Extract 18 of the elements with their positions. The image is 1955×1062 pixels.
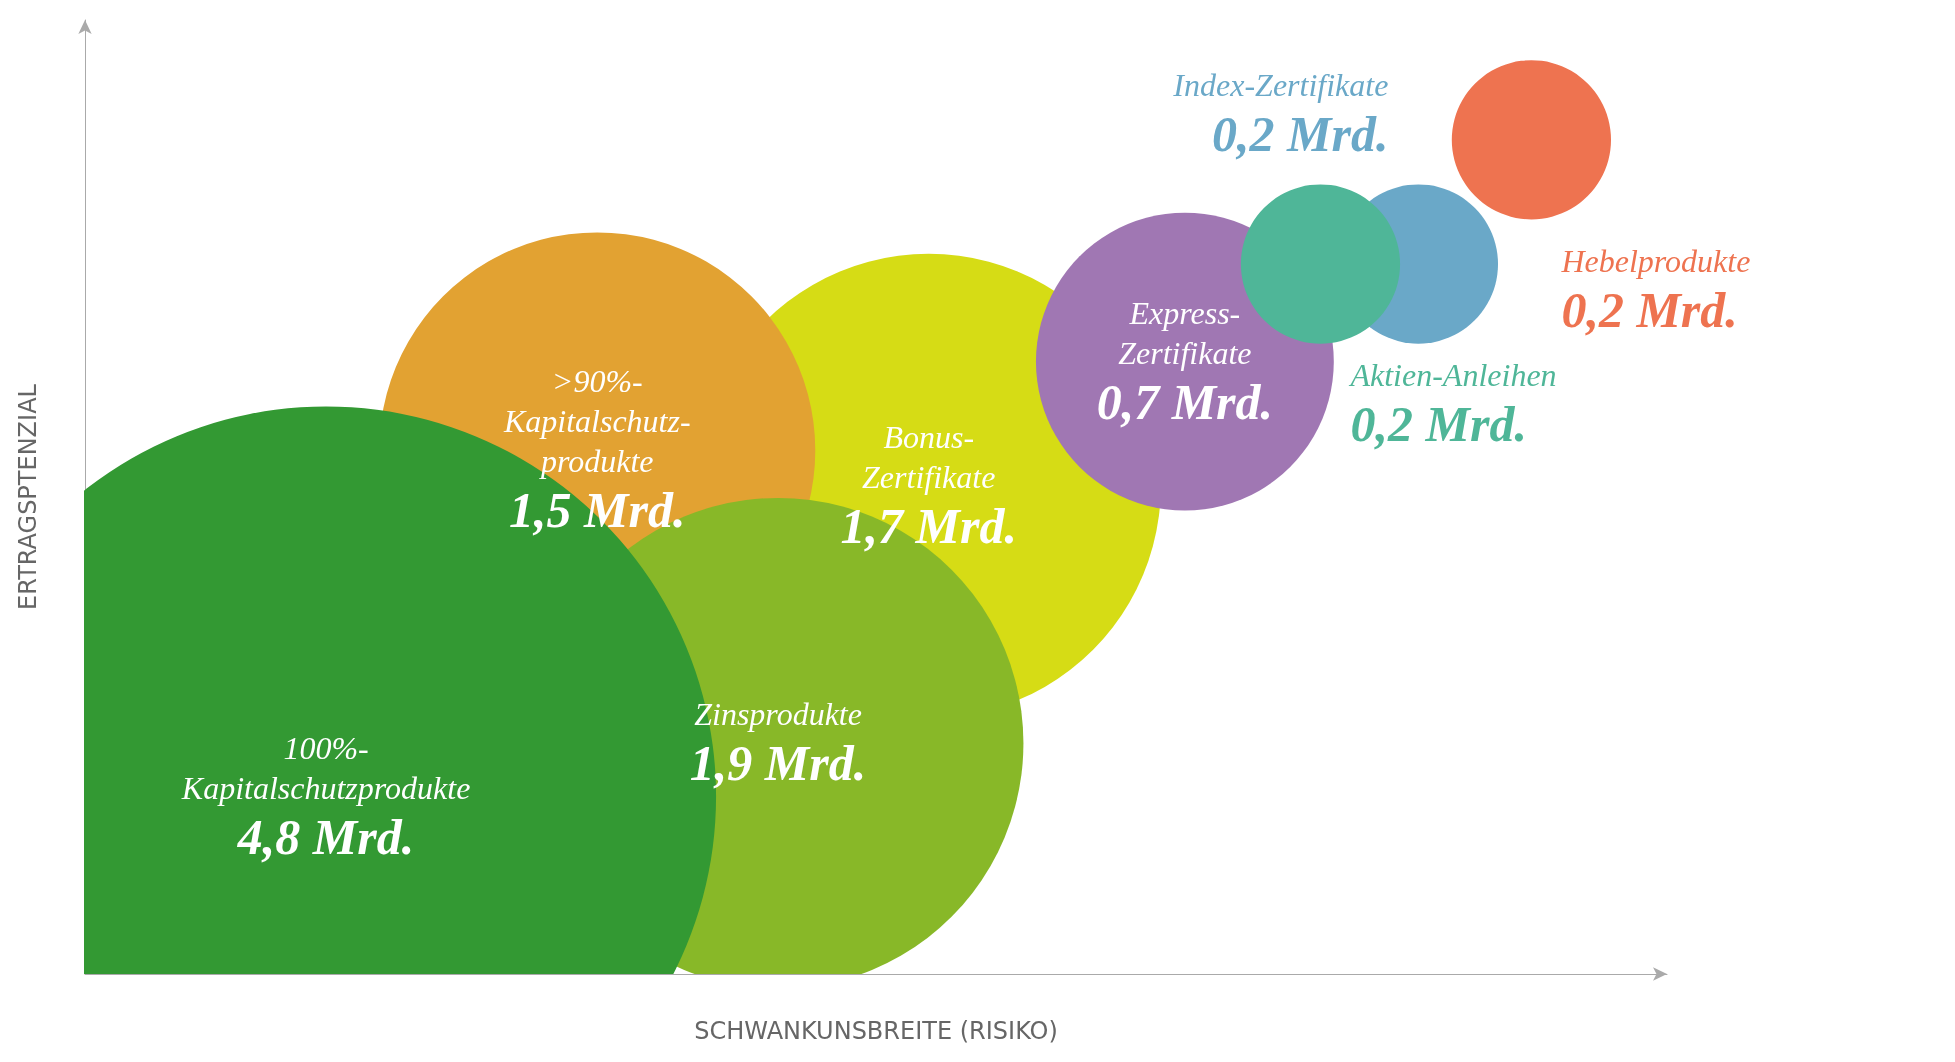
- data-label: 1,9 Mrd.: [689, 735, 867, 792]
- category-label: >90%- Kapitalschutz- produkte: [502, 363, 691, 480]
- category-label: Hebelprodukte: [1560, 242, 1751, 279]
- text: SCHWANKUNSBREITE (RISIKO): [694, 1017, 1058, 1045]
- category-label: Zinsprodukte: [694, 696, 862, 733]
- category-label: Aktien-Anleihen: [1348, 357, 1557, 394]
- data-label: 0,7 Mrd.: [1096, 373, 1274, 430]
- data-label: 0,2 Mrd.: [1561, 281, 1738, 338]
- category-label: Express- Zertifikate: [1118, 294, 1252, 371]
- category-label: Index-Zertifikate: [1172, 67, 1389, 104]
- data-label: 0,2 Mrd.: [1350, 396, 1527, 453]
- category-label: Bonus- Zertifikate: [862, 418, 996, 495]
- category-label: 100%- Kapitalschutzprodukte: [180, 729, 471, 806]
- data-label: 1,5 Mrd.: [509, 482, 686, 539]
- text: ERTRAGSPTENZIAL: [14, 383, 42, 610]
- data-label: 4,8 Mrd.: [236, 808, 415, 865]
- data-label: 0,2 Mrd.: [1211, 106, 1389, 163]
- data-label: 1,7 Mrd.: [840, 497, 1017, 554]
